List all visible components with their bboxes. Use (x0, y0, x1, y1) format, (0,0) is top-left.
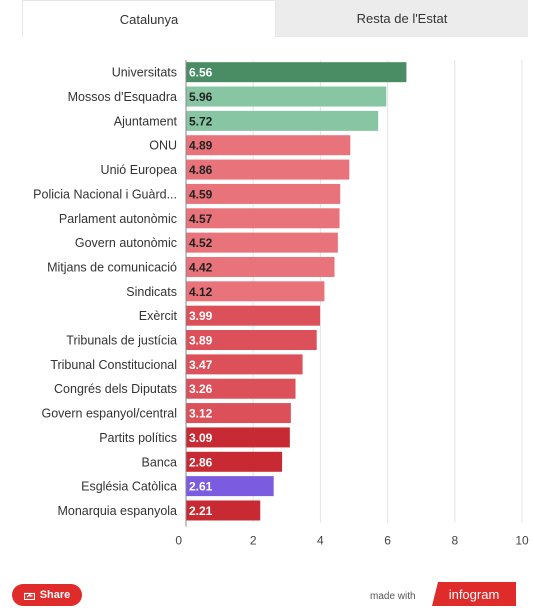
bar (186, 232, 338, 253)
bar-value-label: 3.09 (189, 431, 213, 445)
infogram-logo[interactable]: infogram (432, 582, 516, 606)
x-tick-label: 8 (451, 534, 458, 548)
bar-value-label: 3.12 (189, 407, 213, 421)
category-label: Unió Europea (101, 163, 177, 177)
bar (186, 135, 351, 156)
bar (186, 330, 317, 351)
bar-value-label: 4.12 (189, 285, 213, 299)
bar (186, 500, 261, 521)
tab-bar: Catalunya Resta de l'Estat (22, 0, 528, 37)
bar-value-label: 3.89 (189, 334, 213, 348)
category-label: Govern espanyol/central (42, 407, 178, 421)
bar (186, 476, 274, 497)
category-label: Tribunal Constitucional (50, 358, 177, 372)
tab-resta-estat[interactable]: Resta de l'Estat (276, 0, 528, 37)
share-button[interactable]: Share (12, 584, 82, 606)
x-tick-label: 2 (250, 534, 257, 548)
category-label: Partits polítics (99, 431, 177, 445)
bar (186, 62, 407, 83)
bar-value-label: 5.96 (189, 90, 213, 104)
bar-value-label: 4.59 (189, 187, 213, 201)
bar (186, 110, 379, 131)
category-label: ONU (149, 139, 177, 153)
share-label: Share (39, 589, 71, 601)
bar-value-label: 6.56 (189, 66, 213, 80)
share-icon (23, 591, 35, 600)
x-tick-label: 4 (317, 534, 324, 548)
category-label: Església Catòlica (81, 480, 177, 494)
bar-value-label: 4.89 (189, 139, 213, 153)
bar-value-label: 2.61 (189, 480, 213, 494)
bar-chart: Universitats 6.56 Mossos d'Esquadra 5.96 Aju… (33, 60, 529, 548)
bar (186, 427, 290, 448)
category-label: Sindicats (126, 285, 177, 299)
category-label: Monarquia espanyola (57, 504, 177, 518)
tab-catalunya[interactable]: Catalunya (22, 0, 276, 37)
bar (186, 183, 341, 204)
bar (186, 305, 321, 326)
category-label: Universitats (112, 66, 177, 80)
category-label: Govern autonòmic (75, 236, 177, 250)
footer: Share made with infogram (0, 580, 534, 608)
bar-value-label: 4.57 (189, 212, 213, 226)
bar-value-label: 3.26 (189, 382, 213, 396)
bar (186, 451, 283, 472)
bar (186, 86, 387, 107)
category-label: Tribunals de justícia (66, 334, 177, 348)
bar-value-label: 2.21 (189, 504, 213, 518)
x-tick-label: 6 (384, 534, 391, 548)
category-label: Parlament autonòmic (59, 212, 177, 226)
bar-value-label: 3.47 (189, 358, 213, 372)
x-tick-label: 0 (175, 534, 182, 548)
bar-value-label: 3.99 (189, 309, 213, 323)
bar (186, 208, 340, 229)
bar-value-label: 4.42 (189, 260, 213, 274)
category-label: Policia Nacional i Guàrd... (33, 187, 177, 201)
bar (186, 256, 335, 277)
bar (186, 354, 303, 375)
bar (186, 281, 325, 302)
category-label: Mitjans de comunicació (47, 260, 177, 274)
bar-value-label: 2.86 (189, 455, 213, 469)
bar-value-label: 4.52 (189, 236, 213, 250)
bar (186, 159, 350, 180)
category-label: Banca (142, 455, 177, 469)
bar-value-label: 4.86 (189, 163, 213, 177)
category-label: Congrés dels Diputats (54, 382, 177, 396)
made-with-text: made with (370, 591, 416, 602)
x-tick-label: 10 (515, 534, 529, 548)
category-label: Ajuntament (114, 114, 178, 128)
category-label: Mossos d'Esquadra (68, 90, 177, 104)
bar (186, 403, 291, 424)
bar (186, 378, 296, 399)
category-label: Exèrcit (139, 309, 178, 323)
bar-value-label: 5.72 (189, 114, 213, 128)
